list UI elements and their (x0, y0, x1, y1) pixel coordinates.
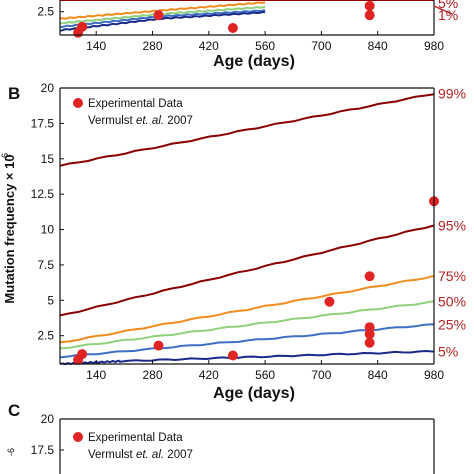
b-y-tick-label-20: 20 (41, 81, 55, 95)
a-x-tick-label-980: 980 (424, 39, 444, 53)
a-data-point (153, 10, 164, 21)
panel-a-y-ticks: 2.5 (37, 5, 64, 19)
panel-b-series (59, 93, 435, 366)
panel-c-legend-citation: Vermulst et. al. 2007 (88, 449, 193, 461)
panel-b-label: B (8, 84, 20, 103)
panel-b-percentile-labels: 99% 95% 75% 50% 25% 5% (438, 86, 466, 360)
b-y-tick-label-12-5: 12.5 (31, 187, 55, 201)
a-data-point (77, 21, 88, 32)
b-data-point (364, 337, 375, 348)
a-percentile-label-1pct: 1% (438, 7, 458, 23)
a-x-tick-label-560: 560 (255, 39, 275, 53)
a-percentile-label-5pct: 5% (438, 0, 458, 11)
panel-c-label: C (8, 401, 20, 420)
panel-b-legend-citation: Vermulst et. al. 2007 (88, 115, 193, 127)
b-percentile-label-75pct: 75% (438, 268, 466, 284)
b-x-tick-label-280: 280 (142, 368, 162, 382)
b-y-tick-label-15: 15 (41, 152, 55, 166)
b-data-point (77, 349, 88, 360)
a-x-tick-label-420: 420 (199, 39, 219, 53)
panel-a: 140 280 420 560 700 840 980 2.5 5%1% Age (days… (37, 0, 458, 70)
b-x-tick-label-840: 840 (368, 368, 388, 382)
panel-b-legend-marker (73, 98, 83, 108)
a-x-tick-label-700: 700 (311, 39, 331, 53)
panel-c-tick-label-17-5: 17.5 (31, 443, 55, 457)
b-data-point (324, 296, 335, 307)
panel-b-legend: Experimental Data Vermulst et. al. 2007 (73, 98, 193, 127)
panel-b-axes (59, 87, 435, 365)
a-x-tick-label-140: 140 (86, 39, 106, 53)
panel-b-y-axis-label-group: Mutation frequency × 10 -6 (0, 153, 17, 304)
b-data-point (364, 271, 375, 282)
a-x-tick-label-280: 280 (142, 39, 162, 53)
panel-a-x-ticks: 140 280 420 560 700 840 980 (86, 31, 444, 53)
b-y-tick-label-5: 5 (47, 293, 54, 307)
b-x-tick-label-420: 420 (199, 368, 219, 382)
a-data-point (364, 10, 375, 21)
panel-c-y-axis-exponent: -6 (6, 448, 16, 456)
panel-a-series (59, 0, 434, 32)
panel-b-legend-label: Experimental Data (88, 98, 183, 110)
b-series-line-75pct (59, 274, 435, 344)
b-y-tick-label-10: 10 (41, 223, 55, 237)
b-x-tick-label-140: 140 (86, 368, 106, 382)
panel-c: C 20 17.5 -6 Experimental Data Vermulst … (6, 401, 435, 474)
b-x-tick-label-560: 560 (255, 368, 275, 382)
b-data-point (153, 340, 164, 351)
panel-b-y-ticks: 2.5 5 7.5 10 12.5 15 17.5 20 (31, 81, 64, 343)
b-percentile-label-50pct: 50% (438, 294, 466, 310)
b-data-point (364, 329, 375, 340)
b-series-line-99pct (59, 93, 435, 167)
panel-b-x-axis-label: Age (days) (213, 385, 295, 402)
b-y-tick-label-17-5: 17.5 (31, 116, 55, 130)
b-series-line-50pct (59, 300, 435, 350)
a-data-point (227, 23, 238, 33)
b-percentile-label-25pct: 25% (438, 316, 466, 332)
b-y-tick-label-7-5: 7.5 (37, 258, 54, 272)
b-data-point (364, 322, 375, 333)
b-percentile-label-95pct: 95% (438, 217, 466, 233)
panel-c-legend-marker (73, 432, 83, 442)
panel-b: B 140 280 420 560 700 840 980 2.5 5 7.5 10 12.5 15 1… (0, 81, 466, 402)
panel-c-legend-label: Experimental Data (88, 432, 183, 444)
b-percentile-label-5pct: 5% (438, 343, 458, 359)
a-percentile-connector (433, 5, 453, 15)
b-x-tick-label-700: 700 (311, 368, 331, 382)
a-series-line-1 (60, 1, 266, 20)
panel-c-tick-label-20: 20 (41, 412, 55, 426)
a-y-tick-label-2-5: 2.5 (37, 5, 54, 19)
panel-a-axes (59, 0, 435, 36)
b-data-point (227, 350, 238, 361)
b-y-tick-label-2-5: 2.5 (37, 329, 54, 343)
panel-b-points (73, 196, 439, 365)
b-percentile-label-99pct: 99% (438, 86, 466, 102)
panel-a-percentile-labels: 5%1% (433, 0, 458, 23)
panel-a-x-axis-label: Age (days) (213, 53, 295, 70)
b-x-tick-label-980: 980 (424, 368, 444, 382)
panel-c-legend: Experimental Data Vermulst et. al. 2007 (73, 432, 193, 461)
panel-b-y-axis-label: Mutation frequency × 10 (2, 154, 17, 303)
a-x-tick-label-840: 840 (368, 39, 388, 53)
a-data-point (364, 0, 375, 11)
panel-b-x-ticks: 140 280 420 560 700 840 980 (86, 360, 444, 382)
panel-b-y-axis-exponent: -6 (0, 153, 10, 161)
b-series-line-95pct (59, 224, 435, 317)
